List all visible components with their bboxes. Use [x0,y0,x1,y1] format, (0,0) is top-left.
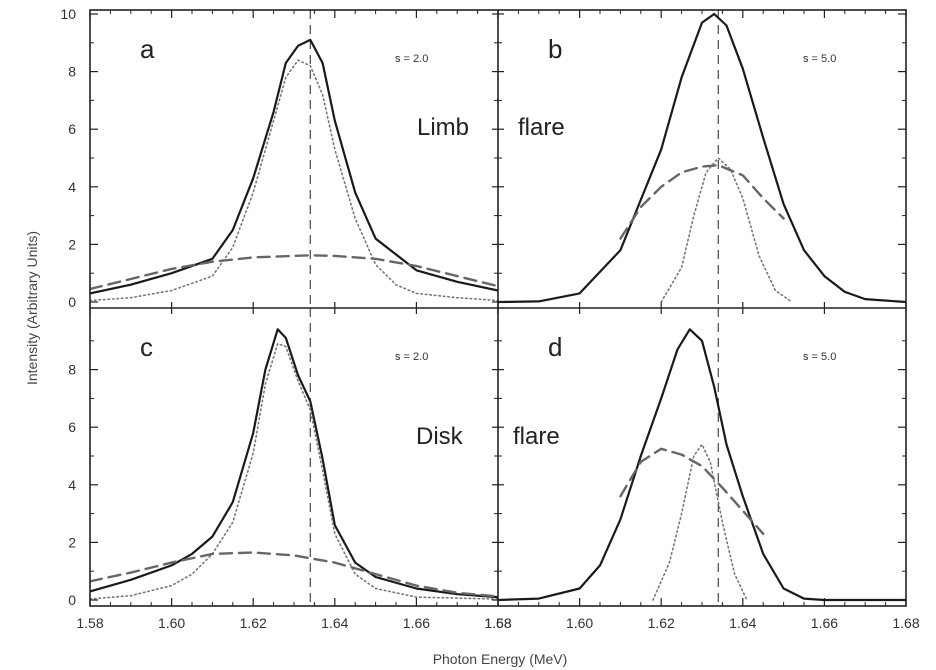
y-tick-label: 4 [68,179,76,195]
series-line-dotted-c [90,342,498,600]
bottom-row-label-right: flare [513,423,560,450]
panel-c-plot-area [90,308,498,606]
y-tick-label: 4 [68,477,76,493]
x-tick-label: 1.66 [403,615,430,631]
series-line-dotted-d [652,443,748,601]
figure-labels: Photon Energy (MeV) Intensity (Arbitrary… [24,114,567,667]
y-tick-label: 2 [68,534,76,550]
panel-letter-a: a [140,34,155,64]
x-tick-label: 1.68 [484,615,511,631]
y-axis-title: Intensity (Arbitrary Units) [24,231,40,385]
panel-s-label-d: s = 5.0 [803,351,836,363]
series-line-dashed-a [90,254,498,291]
y-tick-label: 6 [68,121,76,137]
y-tick-label: 0 [68,592,76,608]
x-tick-label: 1.58 [76,615,103,631]
y-tick-label: 8 [68,64,76,80]
y-tick-label: 6 [68,419,76,435]
panel-s-label-b: s = 5.0 [803,53,836,65]
series-line-solid-c [90,328,498,599]
panel-a-plot-area [90,10,498,308]
x-tick-label: 1.60 [566,615,593,631]
bottom-row-label-left: Disk [416,423,464,450]
x-tick-label: 1.60 [158,615,185,631]
series-line-dashed-d [619,447,765,535]
top-row-label-left: Limb [417,114,469,141]
panel-b: b s = 5.0 [498,10,906,308]
x-tick-label: 1.64 [321,615,348,631]
panel-b-plot-area [498,10,906,308]
series-line-dotted-a [90,59,498,302]
panel-d-plot-area [498,308,906,606]
x-tick-label: 1.62 [240,615,267,631]
panel-s-label-a: s = 2.0 [395,53,428,65]
series-line-solid-b [498,12,906,304]
series-line-solid-d [498,328,906,602]
y-tick-label: 0 [68,294,76,310]
series-line-dashed-c [90,551,498,598]
x-tick-label: 1.58 [484,615,511,631]
panel-d: d s = 5.0 [498,308,906,606]
x-tick-label: 1.64 [729,615,756,631]
series-line-solid-a [90,38,498,295]
x-tick-label: 1.66 [811,615,838,631]
axis-ticks: 1.58 1.60 1.62 1.64 1.66 1.681.58 1.60 1.62 1.64… [60,6,919,631]
top-row-label-right: flare [518,114,565,141]
series-line-dashed-b [619,163,785,240]
x-axis-title: Photon Energy (MeV) [433,651,568,667]
panel-s-label-c: s = 2.0 [395,351,428,363]
y-tick-label: 10 [60,6,76,22]
panel-letter-c: c [140,332,153,362]
panel-c: c s = 2.0 [90,308,498,606]
y-tick-label: 8 [68,362,76,378]
x-tick-label: 1.62 [648,615,675,631]
x-tick-label: 1.68 [892,615,919,631]
panel-letter-b: b [548,34,562,64]
panels-group: a s = 2.0 b s = 5.0 c s = 2.0 d s = 5.0 [90,10,906,606]
panel-letter-d: d [548,332,562,362]
panel-a: a s = 2.0 [90,10,498,308]
series-line-dotted-b [660,157,793,303]
y-tick-label: 2 [68,236,76,252]
